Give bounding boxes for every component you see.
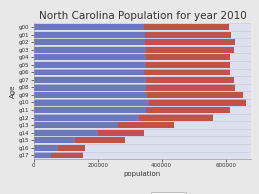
Bar xyxy=(51,152,83,158)
Bar xyxy=(145,31,231,38)
Bar xyxy=(34,130,98,136)
Bar xyxy=(145,39,235,45)
Bar xyxy=(34,152,51,158)
Bar xyxy=(146,47,234,53)
Bar xyxy=(34,69,144,75)
Bar xyxy=(139,114,213,121)
Bar xyxy=(34,84,146,90)
Bar xyxy=(146,77,234,83)
Bar xyxy=(146,62,231,68)
Bar xyxy=(34,145,58,151)
Bar xyxy=(34,99,149,106)
Bar xyxy=(34,54,146,60)
Bar xyxy=(34,31,145,38)
Bar xyxy=(34,77,146,83)
Bar xyxy=(146,54,231,60)
Legend: 1, 2: 1, 2 xyxy=(151,192,186,194)
Bar xyxy=(58,145,85,151)
Bar xyxy=(144,69,231,75)
Bar xyxy=(146,107,231,113)
Bar xyxy=(34,92,147,98)
Bar xyxy=(34,122,118,128)
Bar xyxy=(146,84,235,90)
Title: North Carolina Population for year 2010: North Carolina Population for year 2010 xyxy=(39,11,246,21)
Bar xyxy=(118,122,175,128)
Bar xyxy=(34,137,75,143)
Bar xyxy=(34,114,139,121)
Bar xyxy=(98,130,144,136)
Bar xyxy=(34,24,144,30)
Bar xyxy=(144,24,229,30)
Bar xyxy=(34,107,146,113)
Bar xyxy=(34,62,146,68)
Bar xyxy=(147,92,243,98)
X-axis label: population: population xyxy=(124,171,161,177)
Bar xyxy=(149,99,246,106)
Bar xyxy=(34,39,145,45)
Bar xyxy=(75,137,125,143)
Bar xyxy=(34,47,146,53)
Y-axis label: Age: Age xyxy=(10,85,16,98)
